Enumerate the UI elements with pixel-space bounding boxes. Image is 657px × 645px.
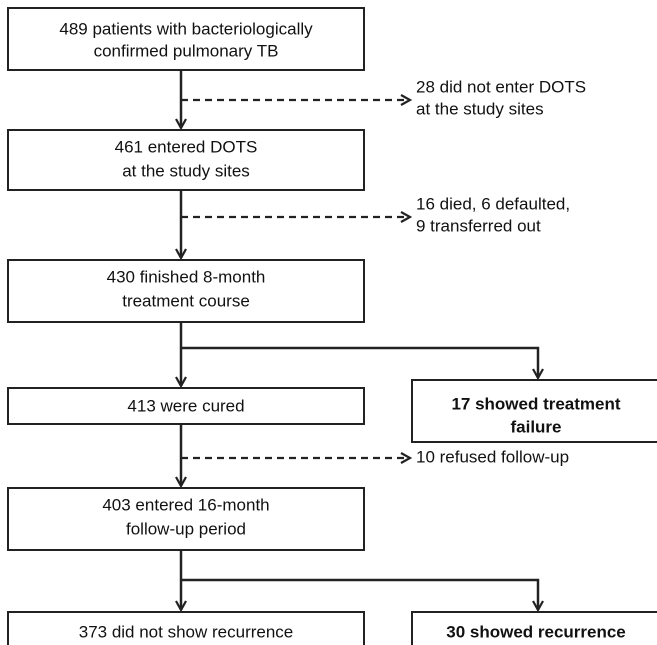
node-label: 373 did not show recurrence — [79, 622, 294, 641]
box — [7, 259, 365, 323]
node-label: 461 entered DOTS — [115, 137, 258, 156]
node-label: 489 patients with bacteriologically — [59, 19, 313, 38]
node-label: 403 entered 16-month — [102, 495, 269, 514]
connectors — [181, 70, 538, 610]
box — [7, 387, 365, 425]
exclusion-label: 9 transferred out — [416, 216, 541, 235]
exclusion-label: 16 died, 6 defaulted, — [416, 194, 570, 213]
node-label: failure — [510, 417, 561, 436]
box — [411, 611, 657, 645]
node-label: follow-up period — [126, 519, 246, 538]
exclusion-label: 28 did not enter DOTS — [416, 77, 586, 96]
node-label: 413 were cured — [127, 396, 244, 415]
exclusion-label: at the study sites — [416, 99, 544, 118]
box — [7, 611, 365, 645]
node-label: 30 showed recurrence — [446, 622, 626, 641]
box — [411, 379, 657, 443]
node-label: at the study sites — [122, 161, 250, 180]
node-label: 17 showed treatment — [451, 394, 620, 413]
node-label: treatment course — [122, 291, 250, 310]
node-label: 430 finished 8-month — [107, 267, 266, 286]
box — [7, 7, 365, 71]
exclusion-label: 10 refused follow-up — [416, 447, 569, 466]
node-label: confirmed pulmonary TB — [94, 41, 279, 60]
box — [7, 487, 365, 551]
box — [7, 129, 365, 191]
arrow — [181, 578, 538, 610]
arrow — [181, 346, 538, 378]
